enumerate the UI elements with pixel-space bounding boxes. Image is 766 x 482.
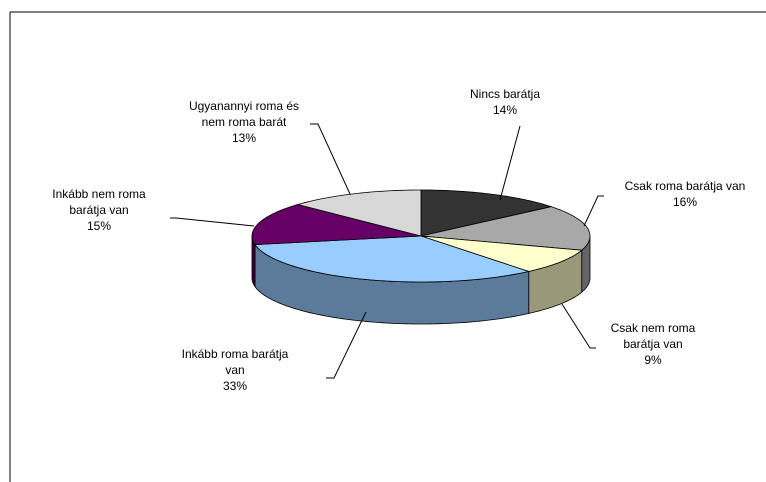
- slice-label: Csak nem roma barátja van 9%: [602, 320, 704, 368]
- value-label: 9%: [644, 353, 662, 367]
- category-label: Ugyanannyi roma és nem roma barát: [188, 99, 300, 129]
- value-label: 33%: [222, 379, 248, 393]
- category-label: Csak nem roma barátja van: [610, 321, 696, 351]
- slice: [420, 189, 553, 237]
- value-label: 16%: [672, 195, 698, 209]
- slice-label: Ugyanannyi roma és nem roma barát 13%: [180, 98, 308, 146]
- slice-label: Inkább roma barátja van 33%: [176, 346, 294, 394]
- slice: [254, 235, 531, 283]
- category-label: Inkább roma barátja van: [181, 347, 289, 377]
- slice: [251, 204, 422, 246]
- category-label: Csak roma barátja van: [624, 179, 746, 193]
- leader-line: [499, 125, 521, 201]
- leader-line: [170, 217, 255, 227]
- leader-line: [583, 195, 604, 227]
- slice-label: Inkább nem roma barátja van 15%: [44, 186, 154, 234]
- category-label: Inkább nem roma barátja van: [52, 187, 146, 217]
- slice-label: Csak roma barátja van 16%: [600, 178, 766, 210]
- slice: [296, 189, 422, 237]
- value-label: 15%: [86, 219, 112, 233]
- slice: [420, 206, 591, 251]
- slice: [420, 235, 583, 272]
- leader-line: [561, 303, 596, 349]
- leader-line: [326, 311, 367, 379]
- value-label: 14%: [492, 103, 518, 117]
- leader-line: [310, 123, 351, 195]
- slice-label: Nincs barátja 14%: [455, 86, 555, 118]
- pie: [251, 189, 591, 325]
- value-label: 13%: [231, 131, 257, 145]
- category-label: Nincs barátja: [469, 87, 541, 101]
